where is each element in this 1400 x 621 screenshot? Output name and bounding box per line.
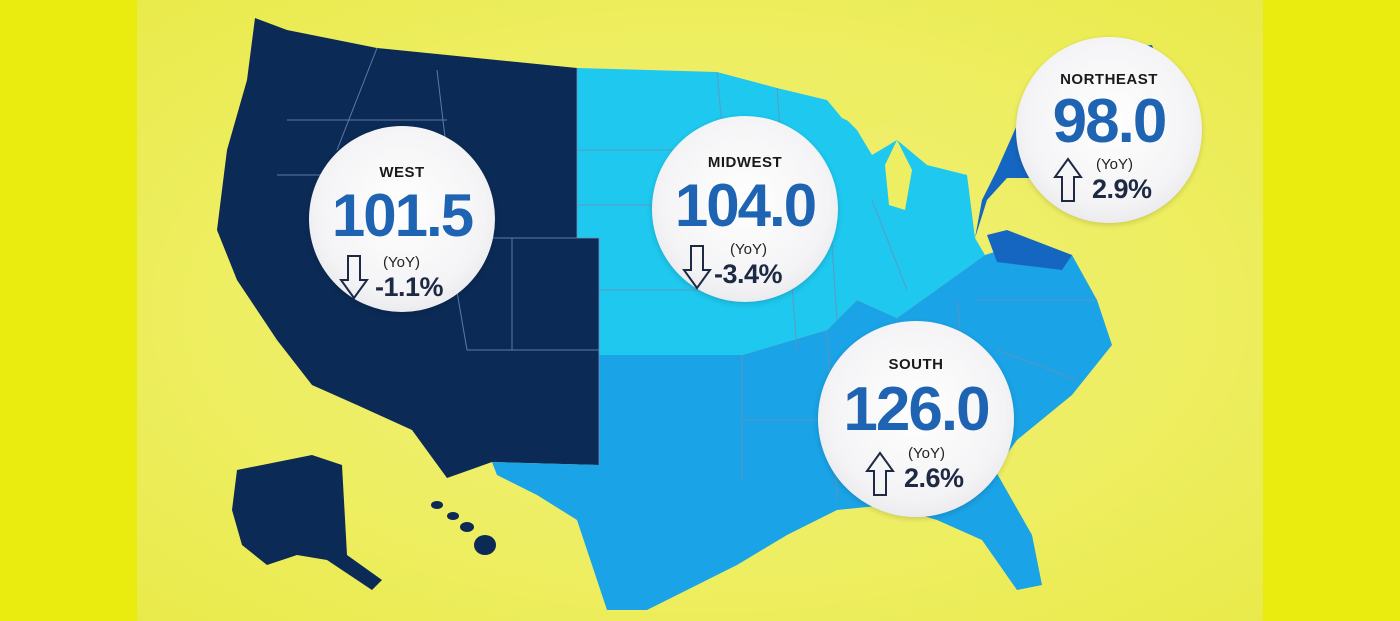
south-yoy-change: 2.6% [904,463,964,493]
northeast-yoy-change: 2.9% [1092,174,1152,204]
south-region-name: SOUTH [888,356,944,373]
alaska-shape [232,455,382,590]
arrow-down-icon [682,245,712,290]
arrow-up-icon [865,451,895,496]
northeast-index-value: 98.0 [1052,87,1168,156]
west-index-value: 101.5 [331,182,474,249]
south-bubble: SOUTH 126.0 (YoY) 2.6% [818,321,1014,517]
arrow-down-icon [339,255,369,300]
midwest-region-name: MIDWEST [707,154,783,171]
map-canvas: WEST 101.5 (YoY) -1.1% MIDWEST 104.0 (Yo… [137,0,1263,621]
northeast-bubble: NORTHEAST 98.0 (YoY) 2.9% [1016,37,1202,223]
great-lakes-shape [827,95,912,210]
hawaii-shape [431,501,496,555]
midwest-yoy-change: -3.4% [714,259,783,289]
west-yoy-change: -1.1% [375,272,444,302]
west-region-name: WEST [379,164,425,181]
right-border-band [1263,0,1400,621]
midwest-yoy-label: (YoY) [730,241,767,258]
south-index-value: 126.0 [843,375,990,444]
northeast-region-name: NORTHEAST [1060,71,1158,88]
arrow-up-icon [1053,157,1083,202]
midwest-bubble: MIDWEST 104.0 (YoY) -3.4% [652,116,838,302]
west-bubble: WEST 101.5 (YoY) -1.1% [309,126,495,312]
northeast-yoy-label: (YoY) [1096,156,1133,173]
west-yoy-label: (YoY) [383,254,420,271]
left-border-band [0,0,137,621]
south-yoy-label: (YoY) [908,445,945,462]
midwest-index-value: 104.0 [674,172,817,239]
